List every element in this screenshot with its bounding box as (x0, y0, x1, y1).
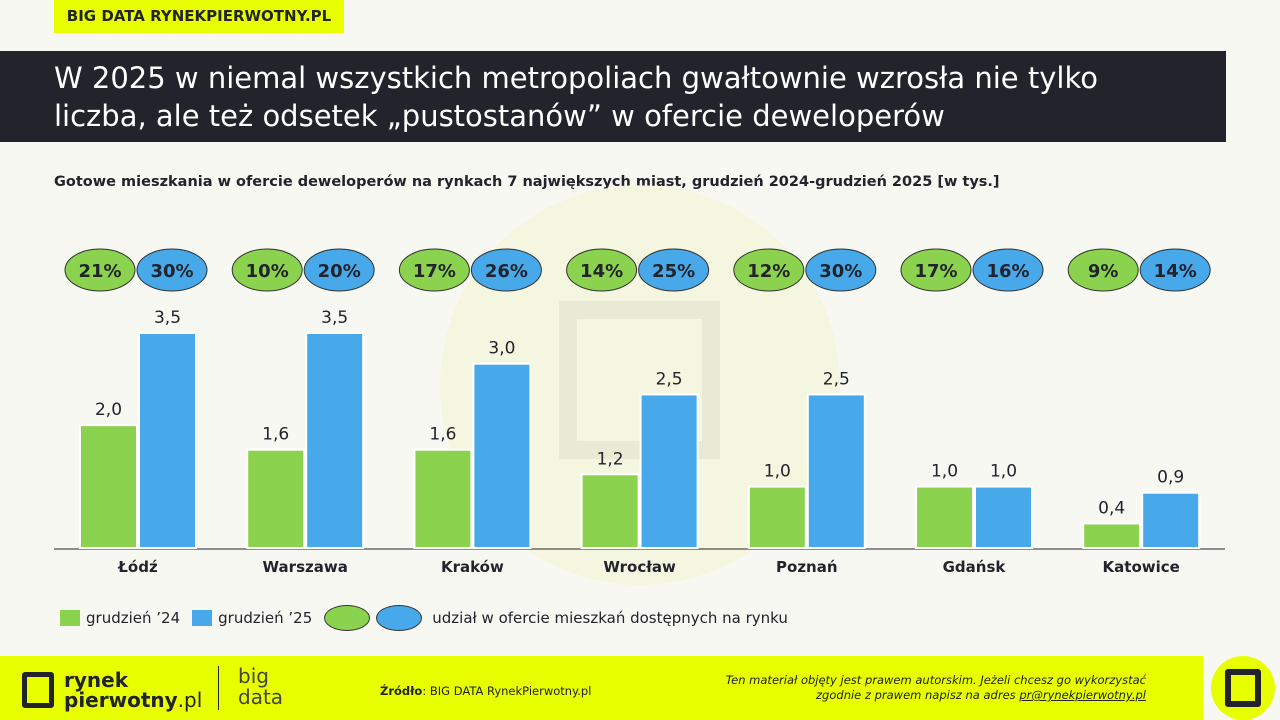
rynekpierwotny-logo: rynek pierwotny.pl (22, 670, 202, 710)
share-ellipse-2025 (303, 248, 375, 292)
logo-suffix: .pl (177, 688, 203, 712)
x-tick-label: Warszawa (263, 558, 348, 576)
logo-divider (218, 666, 219, 710)
data-label: 2,5 (656, 369, 683, 389)
share-label: 14% (1154, 261, 1197, 282)
x-tick-label: Poznań (776, 558, 838, 576)
legend: grudzień ’24 grudzień ’25 udział w oferc… (60, 605, 788, 631)
share-label: 14% (580, 261, 623, 282)
bar-2024 (413, 448, 473, 550)
x-tick-label: Katowice (1103, 558, 1180, 576)
bar-2025 (639, 393, 699, 549)
bar-2024 (1082, 522, 1142, 550)
corner-logo (1211, 656, 1275, 720)
copyright-note: Ten materiał objęty jest prawem autorski… (726, 673, 1146, 703)
email-link[interactable]: pr@rynekpierwotny.pl (1019, 688, 1146, 702)
legend-label-2025: grudzień ’25 (218, 609, 313, 627)
share-ellipse-2024 (566, 248, 638, 292)
legend-swatch-2025 (192, 610, 213, 626)
watermark-logo (559, 301, 720, 459)
source-note: Źródło: BIG DATA RynekPierwotny.pl (380, 684, 591, 698)
share-label: 12% (747, 261, 790, 282)
copyright-line-2: zgodnie z prawem napisz na adres (816, 688, 1020, 702)
data-label: 1,0 (931, 462, 958, 482)
bar-2024 (915, 485, 974, 550)
title-line-2: liczba, ale też odsetek „pustostanów” w … (54, 99, 945, 133)
share-label: 26% (485, 261, 528, 282)
share-ellipse-2024 (398, 248, 470, 292)
share-ellipse-2025 (638, 248, 710, 292)
share-ellipse-2025 (470, 248, 542, 292)
bar-2025 (974, 485, 1033, 550)
bar-2025 (138, 332, 197, 549)
share-label: 17% (413, 261, 456, 282)
data-label: 1,0 (990, 462, 1017, 482)
logo-square-icon (1225, 669, 1261, 707)
copyright-line-1: Ten materiał objęty jest prawem autorski… (725, 673, 1146, 687)
share-ellipse-2024 (900, 248, 972, 292)
bar-2025 (1141, 491, 1201, 550)
logo-text-2: pierwotny (64, 688, 178, 712)
brand-tag: BIG DATA RYNEKPIERWOTNY.PL (54, 0, 344, 33)
data-label: 2,0 (95, 400, 122, 420)
logo-text-1: rynek (64, 668, 129, 692)
logo-square-icon (22, 672, 54, 708)
bar-2024 (79, 424, 138, 549)
share-label: 30% (819, 261, 862, 282)
share-label: 16% (986, 261, 1029, 282)
bar-2024 (580, 473, 640, 549)
chart-title: Gotowe mieszkania w ofercie deweloperów … (54, 174, 1000, 190)
data-label: 0,4 (1098, 498, 1125, 518)
x-tick-label: Wrocław (603, 558, 676, 576)
bar-2025 (472, 362, 532, 550)
bar-2025 (806, 393, 866, 549)
share-ellipse-2024 (733, 248, 805, 292)
share-label: 9% (1088, 261, 1119, 282)
bar-2025 (305, 332, 365, 549)
share-label: 21% (78, 261, 121, 282)
x-tick-label: Łódź (117, 558, 158, 576)
share-ellipse-2025 (1139, 248, 1211, 292)
legend-swatch-2024 (60, 610, 80, 626)
x-tick-label: Gdańsk (943, 558, 1007, 576)
share-label: 30% (150, 261, 193, 282)
bar-2024 (246, 448, 306, 550)
share-label: 20% (318, 261, 361, 282)
bigdata-logo: big data (238, 666, 283, 708)
data-label: 2,5 (823, 369, 850, 389)
share-ellipse-2024 (231, 248, 303, 292)
page-title: W 2025 w niemal wszystkich metropoliach … (0, 51, 1226, 135)
legend-share-label: udział w ofercie mieszkań dostępnych na … (432, 609, 788, 627)
x-tick-label: Kraków (441, 558, 504, 576)
legend-share-ellipse-blue (376, 605, 423, 631)
data-label: 3,5 (321, 308, 348, 328)
data-label: 3,5 (154, 308, 181, 328)
footer: rynek pierwotny.pl big data Źródło: BIG DA… (0, 656, 1203, 720)
data-label: 1,0 (764, 462, 791, 482)
legend-label-2024: grudzień ’24 (86, 609, 181, 627)
title-bar: W 2025 w niemal wszystkich metropoliach … (0, 51, 1226, 142)
bigdata-text-1: big (238, 664, 269, 688)
share-ellipse-2025 (972, 248, 1044, 292)
source-label: Źródło (380, 684, 423, 698)
data-label: 0,9 (1157, 468, 1184, 488)
legend-share-ellipse-green (324, 605, 371, 631)
share-label: 25% (652, 261, 695, 282)
share-label: 17% (914, 261, 957, 282)
share-label: 10% (246, 261, 289, 282)
data-label: 1,6 (429, 425, 456, 445)
title-line-1: W 2025 w niemal wszystkich metropoliach … (54, 61, 1098, 95)
share-ellipse-2025 (805, 248, 877, 292)
share-ellipse-2024 (64, 248, 136, 292)
data-label: 1,6 (262, 425, 289, 445)
watermark-circle (440, 185, 840, 585)
share-ellipse-2025 (136, 248, 208, 292)
share-ellipse-2024 (1067, 248, 1139, 292)
source-value: : BIG DATA RynekPierwotny.pl (422, 684, 592, 698)
bar-2024 (747, 485, 807, 550)
bigdata-text-2: data (238, 685, 284, 709)
data-label: 3,0 (488, 339, 515, 359)
data-label: 1,2 (597, 449, 624, 469)
